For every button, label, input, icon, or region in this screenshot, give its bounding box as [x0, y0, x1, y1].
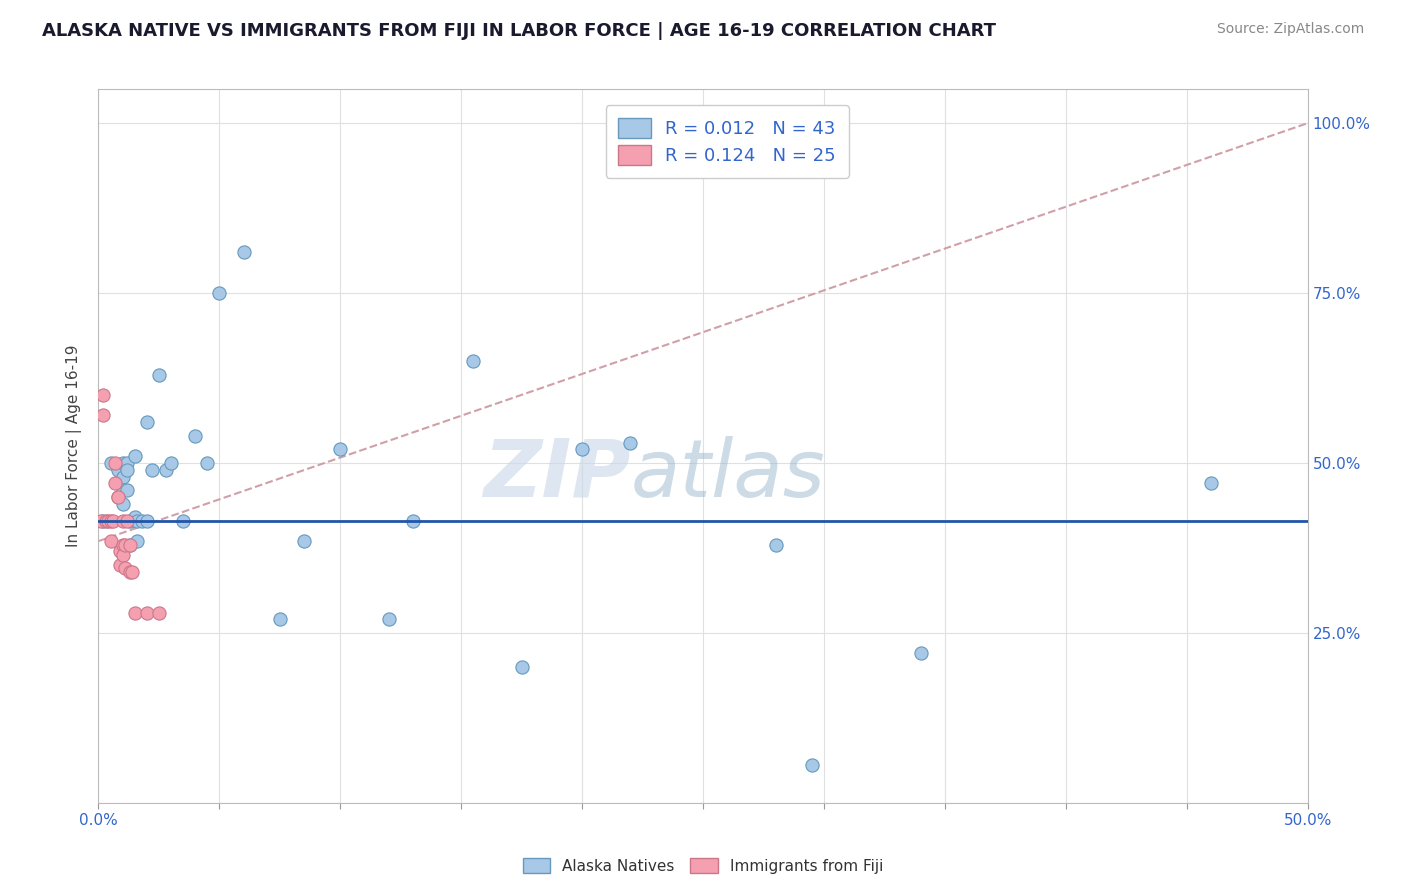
Point [111, 456, 134, 470]
Point [232, 245, 254, 260]
Point [90, 514, 112, 528]
Point [329, 442, 352, 457]
Point [107, 490, 129, 504]
Point [124, 449, 146, 463]
Point [127, 534, 149, 549]
Point [377, 612, 399, 626]
Point [184, 429, 207, 443]
Point [135, 606, 157, 620]
Point [124, 606, 146, 620]
Text: atlas: atlas [630, 435, 825, 514]
Point [124, 510, 146, 524]
Point [104, 476, 127, 491]
Point [148, 368, 170, 382]
Point [107, 476, 129, 491]
Point [117, 463, 139, 477]
Point [765, 537, 787, 551]
Point [111, 548, 134, 562]
Point [108, 558, 131, 572]
Point [208, 286, 231, 301]
Point [619, 435, 641, 450]
Point [135, 514, 157, 528]
Point [118, 537, 141, 551]
Point [100, 534, 122, 549]
Legend: Alaska Natives, Immigrants from Fiji: Alaska Natives, Immigrants from Fiji [516, 852, 890, 880]
Point [100, 456, 122, 470]
Point [131, 514, 153, 528]
Point [97, 514, 120, 528]
Point [91, 388, 114, 402]
Point [91, 409, 114, 423]
Point [118, 537, 141, 551]
Point [114, 537, 136, 551]
Point [571, 442, 593, 457]
Point [195, 456, 218, 470]
Point [1199, 476, 1222, 491]
Point [121, 565, 143, 579]
Point [118, 514, 141, 528]
Point [910, 646, 932, 660]
Point [108, 544, 131, 558]
Point [135, 415, 157, 429]
Point [510, 660, 533, 674]
Point [111, 514, 134, 528]
Point [94, 514, 117, 528]
Point [100, 514, 122, 528]
Point [117, 514, 139, 528]
Point [141, 463, 163, 477]
Point [111, 497, 134, 511]
Point [463, 354, 485, 368]
Point [104, 456, 127, 470]
Point [155, 463, 177, 477]
Point [800, 758, 823, 772]
Point [269, 612, 291, 626]
Legend: R = 0.012   N = 43, R = 0.124   N = 25: R = 0.012 N = 43, R = 0.124 N = 25 [606, 105, 849, 178]
Point [402, 514, 425, 528]
Point [292, 534, 315, 549]
Point [111, 537, 134, 551]
Text: Source: ZipAtlas.com: Source: ZipAtlas.com [1216, 22, 1364, 37]
Point [111, 483, 134, 498]
Point [101, 514, 124, 528]
Point [107, 463, 129, 477]
Point [160, 456, 183, 470]
Y-axis label: In Labor Force | Age 16-19: In Labor Force | Age 16-19 [66, 344, 83, 548]
Point [111, 469, 134, 483]
Point [172, 514, 194, 528]
Point [114, 561, 136, 575]
Point [117, 483, 139, 498]
Point [127, 514, 149, 528]
Text: ZIP: ZIP [484, 435, 630, 514]
Point [91, 514, 114, 528]
Point [148, 606, 170, 620]
Text: ALASKA NATIVE VS IMMIGRANTS FROM FIJI IN LABOR FORCE | AGE 16-19 CORRELATION CHA: ALASKA NATIVE VS IMMIGRANTS FROM FIJI IN… [42, 22, 997, 40]
Point [118, 565, 141, 579]
Point [107, 490, 129, 504]
Point [117, 456, 139, 470]
